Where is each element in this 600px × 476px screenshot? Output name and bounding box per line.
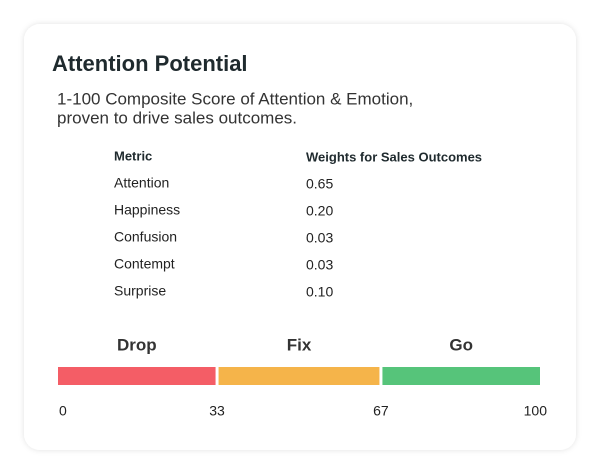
subtitle-line: 1-100 Composite Score of Attention & Emo… bbox=[57, 89, 413, 108]
metric-name: Happiness bbox=[114, 202, 180, 218]
metric-name: Confusion bbox=[114, 229, 177, 245]
card-title: Attention Potential bbox=[52, 51, 248, 76]
metric-weight: 0.10 bbox=[306, 284, 333, 300]
metric-weight: 0.03 bbox=[306, 257, 333, 273]
metric-weight: 0.20 bbox=[306, 203, 333, 219]
segment-label: Fix bbox=[287, 335, 312, 354]
table-header: Weights for Sales Outcomes bbox=[306, 149, 482, 164]
subtitle-line: proven to drive sales outcomes. bbox=[57, 108, 297, 127]
scale-tick-label: 67 bbox=[373, 403, 389, 419]
table-header: Metric bbox=[114, 148, 152, 163]
scale-segment bbox=[58, 367, 216, 385]
metric-name: Surprise bbox=[114, 283, 166, 299]
scale-tick-label: 0 bbox=[59, 403, 67, 419]
metric-weight: 0.65 bbox=[306, 176, 333, 192]
metric-name: Contempt bbox=[114, 256, 175, 272]
segment-label: Drop bbox=[117, 335, 157, 354]
scale-segment bbox=[382, 367, 540, 385]
metric-weight: 0.03 bbox=[306, 230, 333, 246]
scale-tick-label: 100 bbox=[524, 403, 548, 419]
scale-tick-label: 33 bbox=[209, 403, 225, 419]
card bbox=[24, 24, 576, 450]
metric-name: Attention bbox=[114, 175, 169, 191]
scale-segment bbox=[218, 367, 380, 385]
segment-label: Go bbox=[449, 335, 473, 354]
